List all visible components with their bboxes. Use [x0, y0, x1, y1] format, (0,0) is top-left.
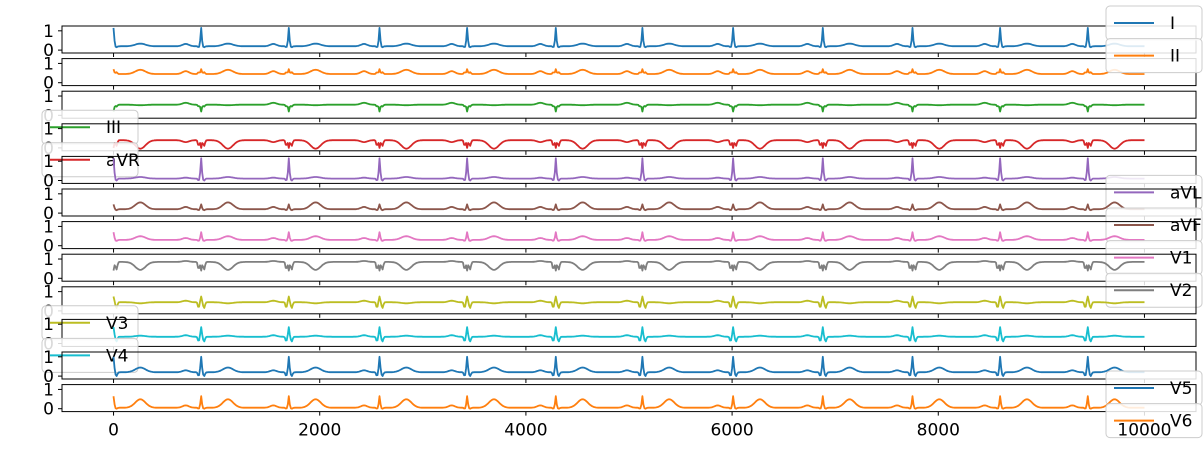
- legend-label-v3: V3: [106, 314, 128, 334]
- subplot-v3: 01V3: [41, 283, 1197, 341]
- legend-label-avr: aVR: [106, 151, 140, 171]
- axes-frame-v5: [61, 351, 1197, 380]
- axes-frame-v6: [61, 384, 1197, 413]
- series-line-v6: [112, 395, 1145, 410]
- y-tick-label-v5-0: 0: [43, 367, 54, 387]
- x-tick-label-0: 0: [108, 421, 119, 441]
- series-line-v2: [112, 260, 1145, 272]
- legend-iii: III: [41, 109, 139, 145]
- subplot-avl: 01 aVL: [43, 152, 1203, 210]
- axes-frame-avf: [61, 188, 1197, 217]
- legend-avl: aVL: [1105, 174, 1203, 210]
- y-tick-label-avl-1: 1: [43, 152, 54, 172]
- series-line-v3: [112, 295, 1145, 309]
- legend-v3: V3: [41, 305, 139, 341]
- legend-label-iii: III: [106, 118, 121, 138]
- subplot-avf: 01 aVF: [43, 185, 1203, 243]
- subplot-v5: 01 V5: [43, 348, 1203, 406]
- legend-label-v2: V2: [1170, 281, 1192, 301]
- series-line-ii: [112, 68, 1145, 75]
- series-line-iii: [112, 101, 1145, 113]
- y-tick-label-v2-1: 1: [43, 250, 54, 270]
- series-line-i: [112, 26, 1145, 49]
- y-tick-label-v6-0: 0: [43, 400, 54, 420]
- x-tick-label-2000: 2000: [298, 421, 341, 441]
- y-tick-label-ii-0: 0: [43, 74, 54, 94]
- subplot-iii: 01III: [41, 87, 1197, 145]
- axes-frame-v2: [61, 253, 1197, 282]
- legend-v2: V2: [1105, 272, 1203, 308]
- y-tick-label-avl-0: 0: [43, 172, 54, 192]
- subplot-v4: 01V4: [41, 315, 1197, 373]
- series-line-avf: [112, 201, 1145, 212]
- legend-ii: II: [1105, 38, 1203, 74]
- series-line-avr: [112, 139, 1145, 150]
- y-tick-label-iii-1: 1: [43, 87, 54, 107]
- axes-frame-v3: [61, 286, 1197, 315]
- legend-label-v1: V1: [1170, 249, 1192, 269]
- y-tick-label-v6-1: 1: [43, 380, 54, 400]
- y-tick-label-v2-0: 0: [43, 269, 54, 289]
- y-tick-label-v5-1: 1: [43, 348, 54, 368]
- series-line-avl: [112, 157, 1145, 182]
- legend-label-v5: V5: [1170, 379, 1192, 399]
- x-tick-label-6000: 6000: [710, 421, 753, 441]
- y-tick-label-v4-1: 1: [43, 315, 54, 335]
- axes-frame-avr: [61, 123, 1197, 152]
- subplots: 01I01II01III01aVR01aVL01aVF01V101V201V30…: [41, 5, 1203, 439]
- axes-frame-i: [61, 25, 1197, 54]
- legend-avf: aVF: [1105, 207, 1203, 243]
- legend-v1: V1: [1105, 240, 1203, 276]
- series-line-v1: [112, 231, 1145, 242]
- series-line-v5: [112, 355, 1145, 377]
- legend-label-avl: aVL: [1170, 183, 1202, 203]
- x-axis: 0 2000 4000 6000 8000 10000: [108, 421, 1171, 441]
- legend-v5: V5: [1105, 370, 1203, 406]
- axes-frame-avl: [61, 155, 1197, 184]
- y-tick-label-i-0: 0: [43, 41, 54, 61]
- y-tick-label-v3-1: 1: [43, 283, 54, 303]
- legend-label-ii: II: [1170, 47, 1180, 67]
- axes-frame-v1: [61, 221, 1197, 250]
- y-tick-label-avf-0: 0: [43, 204, 54, 224]
- legend-i: I: [1105, 5, 1203, 41]
- subplot-v1: 01 V1: [43, 217, 1203, 276]
- y-tick-label-avr-1: 1: [43, 120, 54, 140]
- subplot-ii: 01 II: [43, 38, 1203, 94]
- y-tick-label-i-1: 1: [43, 22, 54, 42]
- x-tick-label-4000: 4000: [504, 421, 547, 441]
- legend-label-avf: aVF: [1170, 216, 1202, 236]
- legend-label-v4: V4: [106, 346, 128, 366]
- legend-avr: aVR: [41, 142, 140, 178]
- x-tick-label-10000: 10000: [1117, 421, 1171, 441]
- subplot-i: 01 I: [43, 5, 1203, 61]
- subplot-v2: 01 V2: [43, 250, 1203, 308]
- axes-frame-v4: [61, 318, 1197, 347]
- legend-v4: V4: [41, 337, 139, 373]
- series-line-v4: [112, 326, 1145, 343]
- axes-frame-iii: [61, 90, 1197, 119]
- y-tick-label-avf-1: 1: [43, 185, 54, 205]
- y-tick-label-ii-1: 1: [43, 54, 54, 74]
- legend-v6: V6: [1105, 403, 1203, 439]
- y-tick-label-v1-0: 0: [43, 237, 54, 257]
- x-tick-label-8000: 8000: [917, 421, 960, 441]
- legend-label-i: I: [1170, 14, 1175, 34]
- legend-label-v6: V6: [1170, 412, 1192, 432]
- subplot-avr: 01aVR: [41, 120, 1197, 178]
- y-tick-label-v1-1: 1: [43, 217, 54, 237]
